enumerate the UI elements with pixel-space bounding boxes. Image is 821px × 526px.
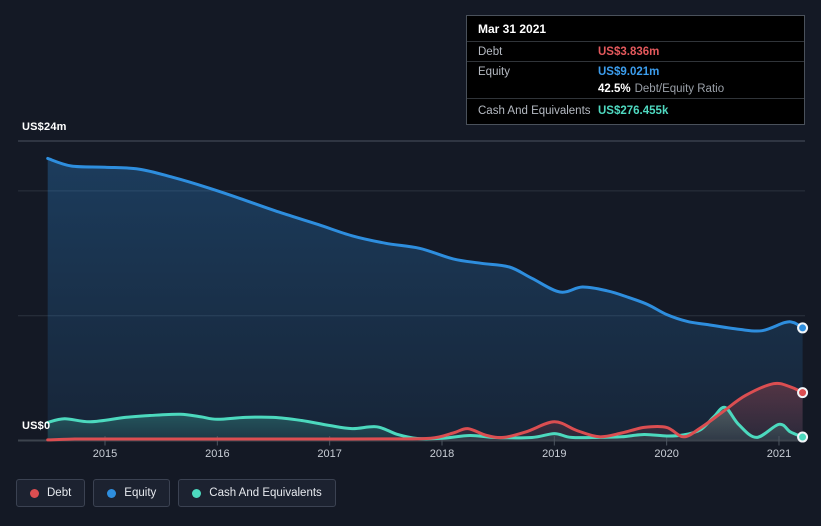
- tooltip-ratio-value: 42.5%: [598, 82, 631, 95]
- x-axis-year-label: 2019: [542, 448, 567, 460]
- x-axis-year-label: 2017: [317, 448, 342, 460]
- cash-and-equivalents-endpoint-dot: [797, 431, 809, 443]
- tooltip-equity-value: US$9.021m: [598, 65, 660, 78]
- legend-label: Debt: [47, 487, 72, 499]
- debt-line: [46, 381, 805, 442]
- tooltip-debt-label: Debt: [478, 45, 503, 58]
- cash-and-equivalents-area: [47, 407, 803, 441]
- debt-endpoint-dot: [797, 387, 809, 399]
- legend-dot-icon: [192, 488, 202, 498]
- tooltip-row-equity: Equity US$9.021m: [467, 62, 804, 81]
- tooltip-row-cash: Cash And Equivalents US$276.455k: [467, 99, 804, 124]
- x-axis-year-label: 2015: [92, 448, 118, 460]
- legend-dot-icon: [107, 488, 117, 498]
- x-axis-year-label: 2016: [205, 448, 230, 460]
- debt-area: [47, 383, 803, 441]
- legend-dot-icon: [30, 488, 39, 498]
- tooltip-row-debt: Debt US$3.836m: [467, 42, 804, 62]
- y-axis-max-label: US$24m: [22, 121, 67, 133]
- y-axis-zero-label: US$0: [22, 420, 51, 432]
- tooltip-debt-value: US$3.836m: [598, 45, 660, 58]
- chart-tooltip: Mar 31 2021 Debt US$3.836m Equity US$9.0…: [466, 15, 805, 125]
- legend-label: Cash And Equivalents: [209, 487, 322, 499]
- legend-item-debt[interactable]: Debt: [16, 479, 86, 507]
- cash-and-equivalents-line: [46, 405, 805, 441]
- tooltip-date: Mar 31 2021: [467, 16, 804, 42]
- equity-area: [47, 158, 803, 441]
- legend-label: Equity: [124, 487, 157, 499]
- tooltip-ratio-label: Debt/Equity Ratio: [634, 82, 725, 95]
- equity-endpoint-dot: [797, 322, 809, 334]
- tooltip-row-ratio: 42.5% Debt/Equity Ratio: [467, 81, 804, 99]
- equity-line: [46, 156, 805, 333]
- tooltip-cash-label: Cash And Equivalents: [478, 104, 591, 117]
- chart-legend: Debt Equity Cash And Equivalents: [16, 479, 336, 507]
- x-axis-year-label: 2018: [429, 448, 455, 460]
- x-axis-year-label: 2021: [766, 448, 792, 460]
- tooltip-equity-label: Equity: [478, 65, 510, 78]
- tooltip-cash-value: US$276.455k: [598, 104, 669, 117]
- tooltip-ratio: 42.5% Debt/Equity Ratio: [598, 83, 724, 95]
- x-axis-year-label: 2020: [654, 448, 679, 460]
- legend-item-equity[interactable]: Equity: [93, 479, 171, 507]
- legend-item-cash-and-equivalents[interactable]: Cash And Equivalents: [178, 479, 336, 507]
